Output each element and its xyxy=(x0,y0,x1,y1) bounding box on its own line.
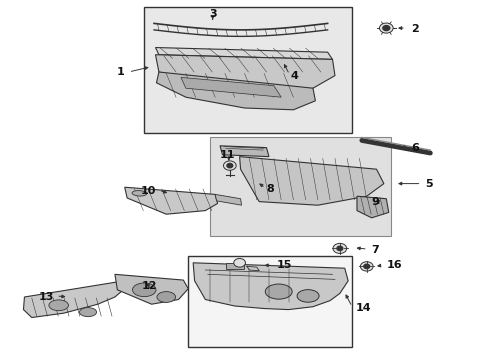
Polygon shape xyxy=(356,196,388,218)
Text: 6: 6 xyxy=(410,143,418,153)
Text: 9: 9 xyxy=(370,197,378,207)
Ellipse shape xyxy=(264,284,291,299)
Polygon shape xyxy=(181,77,281,97)
Circle shape xyxy=(233,258,245,267)
Polygon shape xyxy=(225,263,243,269)
Polygon shape xyxy=(155,48,332,59)
Text: 12: 12 xyxy=(141,281,157,291)
Ellipse shape xyxy=(132,283,156,297)
Circle shape xyxy=(336,246,342,251)
Circle shape xyxy=(226,163,232,168)
Bar xyxy=(144,7,351,133)
Bar xyxy=(210,137,390,236)
Circle shape xyxy=(382,26,389,31)
Circle shape xyxy=(360,262,372,271)
Text: 5: 5 xyxy=(425,179,432,189)
Polygon shape xyxy=(156,72,315,110)
Circle shape xyxy=(379,23,392,33)
Text: 3: 3 xyxy=(208,9,216,19)
Text: 15: 15 xyxy=(276,260,291,270)
Circle shape xyxy=(363,264,369,269)
Text: 14: 14 xyxy=(355,303,371,313)
Polygon shape xyxy=(155,55,334,94)
Bar xyxy=(188,256,351,347)
Polygon shape xyxy=(124,187,217,214)
Text: 1: 1 xyxy=(117,67,124,77)
Polygon shape xyxy=(220,146,268,157)
Ellipse shape xyxy=(132,190,146,196)
Text: 2: 2 xyxy=(410,24,418,34)
Text: 13: 13 xyxy=(39,292,54,302)
Circle shape xyxy=(223,161,236,170)
Polygon shape xyxy=(239,157,383,205)
Text: 10: 10 xyxy=(141,186,156,196)
Polygon shape xyxy=(193,263,347,310)
Ellipse shape xyxy=(297,289,319,302)
Ellipse shape xyxy=(49,300,68,311)
Polygon shape xyxy=(115,274,188,304)
Text: 16: 16 xyxy=(386,260,401,270)
Ellipse shape xyxy=(157,292,175,302)
Text: 4: 4 xyxy=(290,71,298,81)
Text: 8: 8 xyxy=(266,184,274,194)
Text: 11: 11 xyxy=(219,150,235,160)
Polygon shape xyxy=(215,194,241,205)
Polygon shape xyxy=(23,282,124,318)
Text: 7: 7 xyxy=(371,245,379,255)
Ellipse shape xyxy=(79,307,96,317)
Circle shape xyxy=(332,243,346,253)
